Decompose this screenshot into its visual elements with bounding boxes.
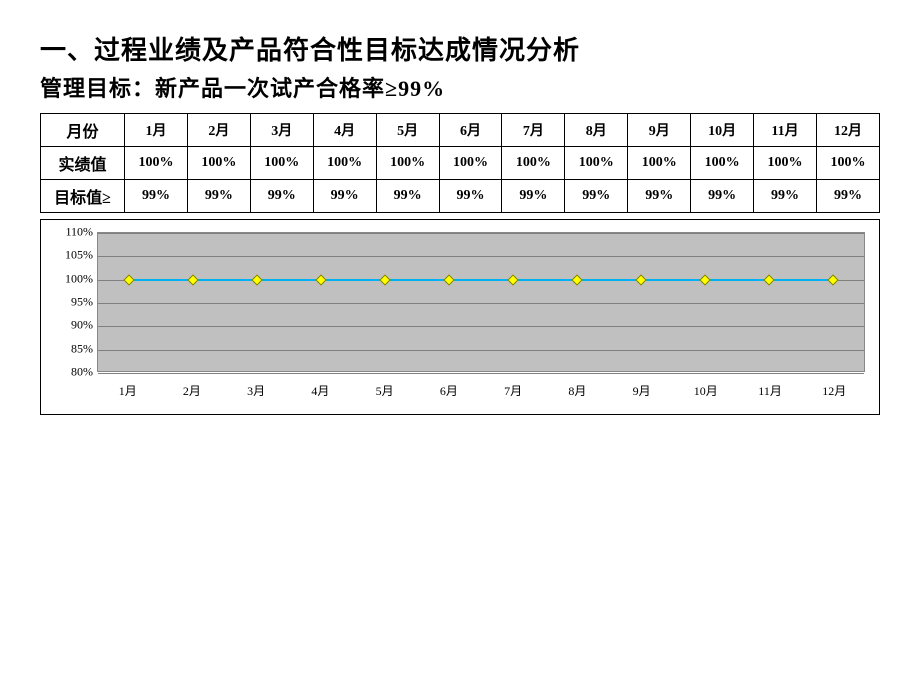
chart-x-label: 6月 bbox=[440, 382, 458, 399]
chart-marker bbox=[379, 274, 390, 285]
col-head: 11月 bbox=[754, 114, 817, 147]
chart-series-line bbox=[193, 279, 257, 281]
chart-y-label: 100% bbox=[51, 271, 93, 286]
row-target-label: 目标值≥ bbox=[41, 180, 125, 213]
cell: 99% bbox=[754, 180, 817, 213]
cell: 100% bbox=[187, 147, 250, 180]
chart-series-line bbox=[577, 279, 641, 281]
cell: 99% bbox=[816, 180, 879, 213]
chart-marker bbox=[635, 274, 646, 285]
col-head: 5月 bbox=[376, 114, 439, 147]
cell: 100% bbox=[691, 147, 754, 180]
col-head: 10月 bbox=[691, 114, 754, 147]
col-head: 12月 bbox=[816, 114, 879, 147]
chart-gridline bbox=[98, 326, 864, 327]
chart-series-line bbox=[449, 279, 513, 281]
chart-container: 1月 2月 3月 4月 5月 6月 7月 8月 9月 10月 11月 12月 80% 85% 90% 95%… bbox=[40, 219, 880, 415]
chart-marker bbox=[700, 274, 711, 285]
chart-marker bbox=[251, 274, 262, 285]
chart-series-line bbox=[769, 279, 833, 281]
chart-marker bbox=[123, 274, 134, 285]
chart-marker bbox=[443, 274, 454, 285]
chart-x-label: 10月 bbox=[694, 382, 718, 399]
chart-y-label: 80% bbox=[51, 365, 93, 380]
chart-x-label: 8月 bbox=[568, 382, 586, 399]
chart-gridline bbox=[98, 303, 864, 304]
chart-y-label: 85% bbox=[51, 341, 93, 356]
cell: 99% bbox=[565, 180, 628, 213]
chart-marker bbox=[571, 274, 582, 285]
chart-series-line bbox=[385, 279, 449, 281]
col-head: 3月 bbox=[250, 114, 313, 147]
cell: 100% bbox=[628, 147, 691, 180]
table-target-row: 目标值≥ 99% 99% 99% 99% 99% 99% 99% 99% 99%… bbox=[41, 180, 880, 213]
cell: 99% bbox=[691, 180, 754, 213]
row-actual-label: 实绩值 bbox=[41, 147, 125, 180]
chart-x-label: 2月 bbox=[183, 382, 201, 399]
chart-y-label: 90% bbox=[51, 318, 93, 333]
col-head: 7月 bbox=[502, 114, 565, 147]
cell: 100% bbox=[439, 147, 502, 180]
chart-series-line bbox=[257, 279, 321, 281]
table-header-row: 月份 1月 2月 3月 4月 5月 6月 7月 8月 9月 10月 11月 12… bbox=[41, 114, 880, 147]
cell: 100% bbox=[502, 147, 565, 180]
cell: 100% bbox=[250, 147, 313, 180]
chart-y-label: 105% bbox=[51, 248, 93, 263]
chart-gridline bbox=[98, 350, 864, 351]
chart-marker bbox=[764, 274, 775, 285]
chart-series-line bbox=[129, 279, 193, 281]
page-title: 一、过程业绩及产品符合性目标达成情况分析 bbox=[40, 30, 880, 67]
chart-x-label: 9月 bbox=[633, 382, 651, 399]
col-head: 8月 bbox=[565, 114, 628, 147]
cell: 100% bbox=[565, 147, 628, 180]
cell: 99% bbox=[628, 180, 691, 213]
chart-x-label: 5月 bbox=[376, 382, 394, 399]
chart-gridline bbox=[98, 256, 864, 257]
chart-marker bbox=[507, 274, 518, 285]
chart-marker bbox=[828, 274, 839, 285]
col-head: 2月 bbox=[187, 114, 250, 147]
cell: 100% bbox=[376, 147, 439, 180]
cell: 99% bbox=[502, 180, 565, 213]
cell: 100% bbox=[313, 147, 376, 180]
chart-x-labels: 1月 2月 3月 4月 5月 6月 7月 8月 9月 10月 11月 12月 bbox=[97, 382, 865, 402]
col-head: 4月 bbox=[313, 114, 376, 147]
chart-y-label: 110% bbox=[51, 225, 93, 240]
cell: 100% bbox=[816, 147, 879, 180]
cell: 99% bbox=[125, 180, 188, 213]
chart-x-label: 3月 bbox=[247, 382, 265, 399]
chart-y-label: 95% bbox=[51, 295, 93, 310]
chart-series-line bbox=[513, 279, 577, 281]
cell: 99% bbox=[313, 180, 376, 213]
cell: 99% bbox=[376, 180, 439, 213]
cell: 100% bbox=[754, 147, 817, 180]
cell: 99% bbox=[250, 180, 313, 213]
data-table: 月份 1月 2月 3月 4月 5月 6月 7月 8月 9月 10月 11月 12… bbox=[40, 113, 880, 213]
col-head: 6月 bbox=[439, 114, 502, 147]
chart-plot-area bbox=[97, 232, 865, 372]
col-head: 9月 bbox=[628, 114, 691, 147]
chart-x-label: 11月 bbox=[758, 382, 782, 399]
chart-gridline bbox=[98, 373, 864, 374]
cell: 100% bbox=[125, 147, 188, 180]
chart-x-label: 1月 bbox=[119, 382, 137, 399]
header-month-label: 月份 bbox=[41, 114, 125, 147]
chart-marker bbox=[187, 274, 198, 285]
page-subtitle: 管理目标：新产品一次试产合格率≥99% bbox=[40, 71, 880, 103]
table-actual-row: 实绩值 100% 100% 100% 100% 100% 100% 100% 1… bbox=[41, 147, 880, 180]
cell: 99% bbox=[439, 180, 502, 213]
chart-marker bbox=[315, 274, 326, 285]
col-head: 1月 bbox=[125, 114, 188, 147]
chart-gridline bbox=[98, 233, 864, 234]
chart-series-line bbox=[321, 279, 385, 281]
chart-x-label: 4月 bbox=[311, 382, 329, 399]
chart-x-label: 12月 bbox=[822, 382, 846, 399]
cell: 99% bbox=[187, 180, 250, 213]
chart-series-line bbox=[641, 279, 705, 281]
chart-series-line bbox=[705, 279, 769, 281]
chart-x-label: 7月 bbox=[504, 382, 522, 399]
